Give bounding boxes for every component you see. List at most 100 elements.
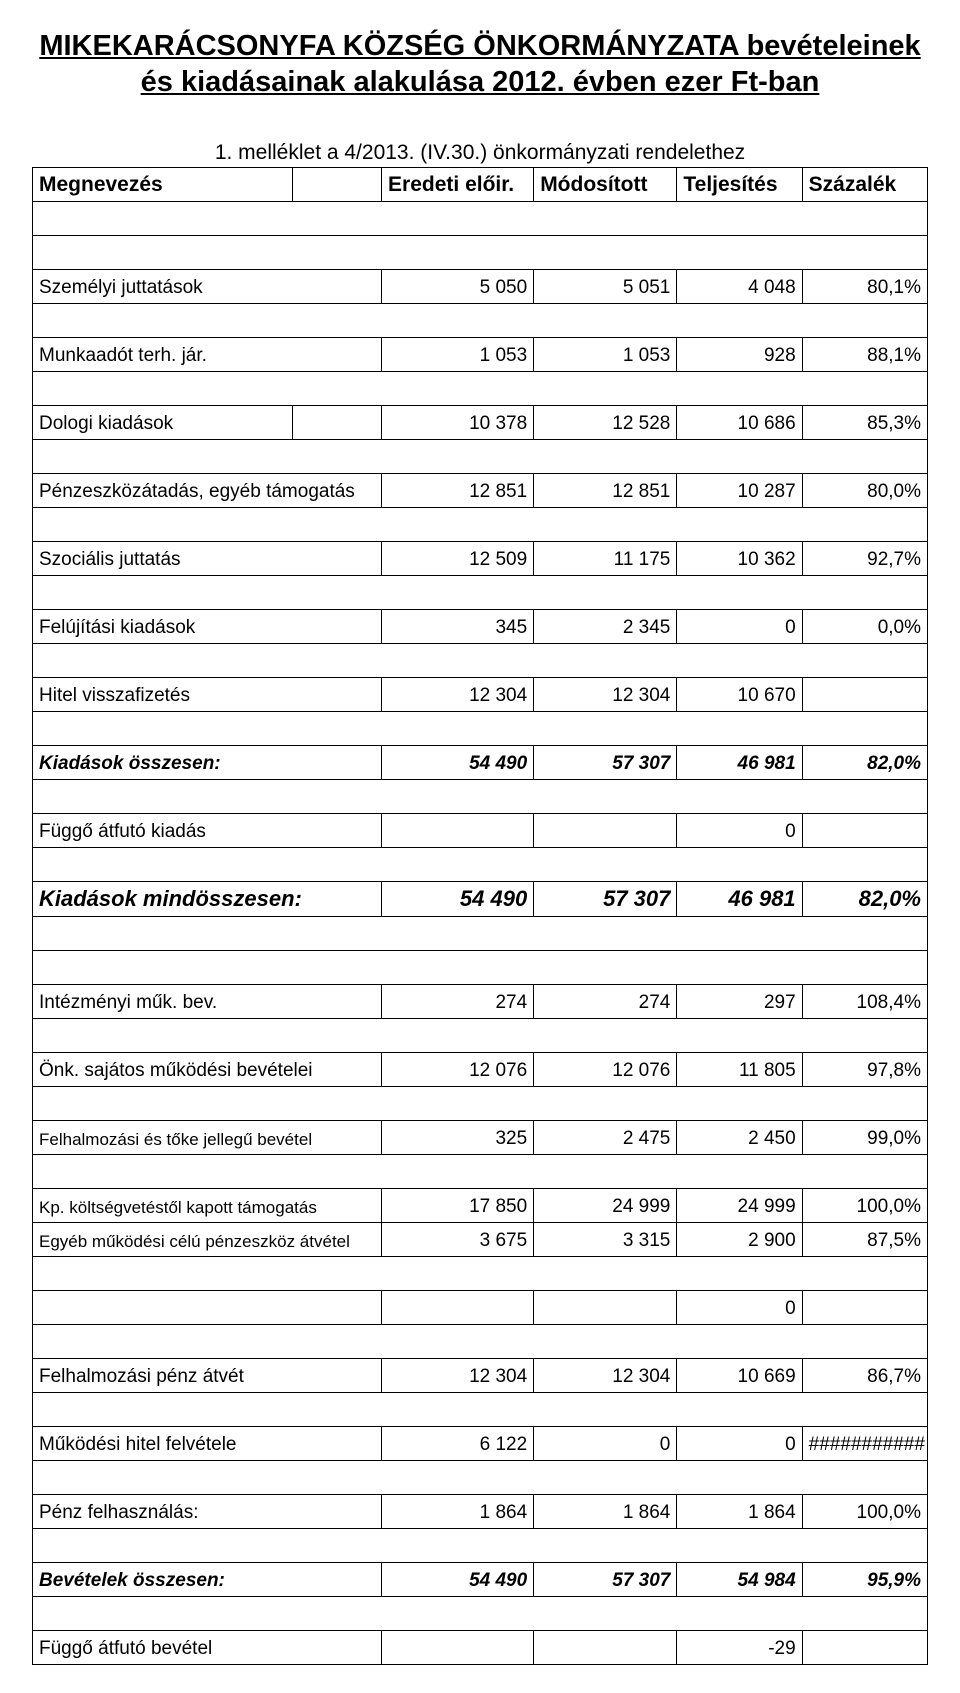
table-row-subtotal: Kiadások összesen: 54 490 57 307 46 981 …: [33, 745, 928, 779]
cell-value: [802, 1630, 927, 1664]
table-row: [33, 1256, 928, 1290]
cell-value: 325: [382, 1120, 534, 1154]
table-row: [33, 1528, 928, 1562]
cell-value: 0,0%: [802, 609, 927, 643]
table-row: [33, 575, 928, 609]
cell-value: 11 175: [534, 541, 677, 575]
table-row: [33, 950, 928, 984]
cell-value: 85,3%: [802, 405, 927, 439]
cell-value: 2 475: [534, 1120, 677, 1154]
table-row: [33, 1460, 928, 1494]
cell-value: -29: [677, 1630, 802, 1664]
cell-value: 12 304: [534, 677, 677, 711]
cell-value: 54 490: [382, 1562, 534, 1596]
cell-value: 928: [677, 337, 802, 371]
cell-label: Munkaadót terh. jár.: [33, 337, 382, 371]
cell-label: Felhalmozási és tőke jellegű bevétel: [33, 1120, 382, 1154]
cell-value: 24 999: [534, 1188, 677, 1222]
cell-value: 4 048: [677, 269, 802, 303]
cell-value: 12 528: [534, 405, 677, 439]
cell-value: 0: [677, 1426, 802, 1460]
cell-value: ###########: [802, 1426, 927, 1460]
cell-value: 12 304: [382, 677, 534, 711]
cell-value: 87,5%: [802, 1222, 927, 1256]
cell-value: [534, 1630, 677, 1664]
cell-value: 54 490: [382, 881, 534, 916]
cell-value: 10 378: [382, 405, 534, 439]
table-row: Függő átfutó bevétel -29: [33, 1630, 928, 1664]
table-row-total: Kiadások mindösszesen: 54 490 57 307 46 …: [33, 881, 928, 916]
cell-value: 100,0%: [802, 1494, 927, 1528]
cell-value: 92,7%: [802, 541, 927, 575]
cell-value: 95,9%: [802, 1562, 927, 1596]
table-row: Dologi kiadások 10 378 12 528 10 686 85,…: [33, 405, 928, 439]
table-row: Függő átfutó kiadás 0: [33, 813, 928, 847]
cell-value: 274: [534, 984, 677, 1018]
cell-value: 108,4%: [802, 984, 927, 1018]
cell-label: Kiadások összesen:: [33, 745, 382, 779]
cell-label: Függő átfutó kiadás: [33, 813, 382, 847]
table-row: Felhalmozási és tőke jellegű bevétel 325…: [33, 1120, 928, 1154]
cell-value: 12 076: [382, 1052, 534, 1086]
page-title: MIKEKARÁCSONYFA KÖZSÉG ÖNKORMÁNYZATA bev…: [32, 28, 928, 101]
cell-value: 12 076: [534, 1052, 677, 1086]
table-header-row: Megnevezés Eredeti előir. Módosított Tel…: [33, 167, 928, 201]
cell-label: Pénz felhasználás:: [33, 1494, 382, 1528]
table-row: [33, 303, 928, 337]
table-row: Felújítási kiadások 345 2 345 0 0,0%: [33, 609, 928, 643]
table-row: Egyéb működési célú pénzeszköz átvétel 3…: [33, 1222, 928, 1256]
cell-value: 0: [677, 813, 802, 847]
table-row: [33, 643, 928, 677]
cell-label: Egyéb működési célú pénzeszköz átvétel: [33, 1222, 382, 1256]
col-teljesites: Teljesítés: [677, 167, 802, 201]
cell-label: Dologi kiadások: [33, 405, 293, 439]
cell-label: [33, 1290, 382, 1324]
cell-value: 2 345: [534, 609, 677, 643]
cell-value: 100,0%: [802, 1188, 927, 1222]
cell-label: Felhalmozási pénz átvét: [33, 1358, 382, 1392]
col-eredeti: Eredeti előir.: [382, 167, 534, 201]
table-row: [33, 1086, 928, 1120]
cell-value: 80,1%: [802, 269, 927, 303]
cell-value: 57 307: [534, 1562, 677, 1596]
cell-value: [802, 1290, 927, 1324]
cell-value: 97,8%: [802, 1052, 927, 1086]
cell-value: 54 984: [677, 1562, 802, 1596]
table-row-subtotal: Bevételek összesen: 54 490 57 307 54 984…: [33, 1562, 928, 1596]
cell-value: 345: [382, 609, 534, 643]
table-row: [33, 1392, 928, 1426]
col-blank: [292, 167, 382, 201]
cell-value: 297: [677, 984, 802, 1018]
cell-value: 57 307: [534, 745, 677, 779]
table-row: Működési hitel felvétele 6 122 0 0 #####…: [33, 1426, 928, 1460]
table-row: Pénzeszközátadás, egyéb támogatás 12 851…: [33, 473, 928, 507]
table-row: [33, 371, 928, 405]
cell-value: 10 670: [677, 677, 802, 711]
cell-value: 57 307: [534, 881, 677, 916]
cell-value: 5 051: [534, 269, 677, 303]
table-row: [33, 847, 928, 881]
cell-value: 24 999: [677, 1188, 802, 1222]
cell-label: Hitel visszafizetés: [33, 677, 382, 711]
col-szazalek: Százalék: [802, 167, 927, 201]
table-row: Önk. sajátos működési bevételei 12 076 1…: [33, 1052, 928, 1086]
cell-value: 1 864: [534, 1494, 677, 1528]
cell-value: [534, 1290, 677, 1324]
table-row: Intézményi műk. bev. 274 274 297 108,4%: [33, 984, 928, 1018]
col-megnevezes: Megnevezés: [33, 167, 293, 201]
cell-value: 10 287: [677, 473, 802, 507]
cell-value: 6 122: [382, 1426, 534, 1460]
cell-value: 12 851: [534, 473, 677, 507]
cell-value: 10 686: [677, 405, 802, 439]
cell-label: Intézményi műk. bev.: [33, 984, 382, 1018]
cell-label: Kiadások mindösszesen:: [33, 881, 382, 916]
cell-value: [382, 813, 534, 847]
table-row: Hitel visszafizetés 12 304 12 304 10 670: [33, 677, 928, 711]
cell-value: [534, 813, 677, 847]
table-row: [33, 507, 928, 541]
table-row: [33, 779, 928, 813]
cell-label: Szociális juttatás: [33, 541, 382, 575]
budget-table: Megnevezés Eredeti előir. Módosított Tel…: [32, 167, 928, 1665]
cell-value: 1 053: [534, 337, 677, 371]
cell-value: 1 864: [677, 1494, 802, 1528]
